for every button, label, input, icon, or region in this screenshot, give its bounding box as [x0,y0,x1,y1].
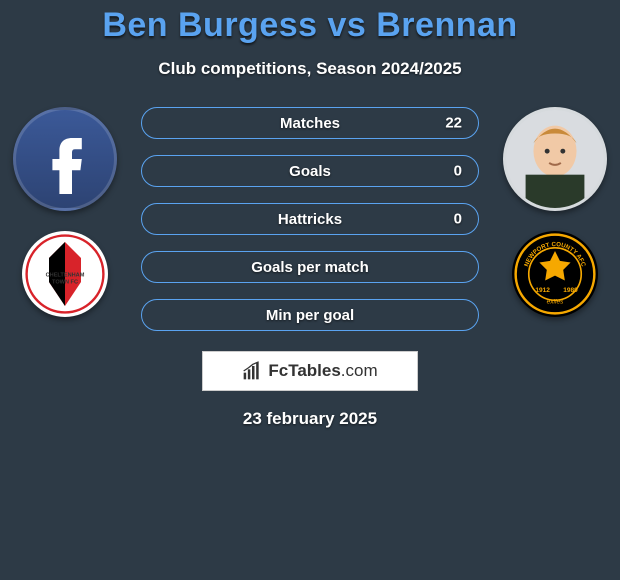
club-year-left: 1912 [535,287,550,294]
player-face-icon [506,107,604,211]
left-club-badge: CHELTENHAM TOWN FC [22,231,108,317]
left-player-avatar [13,107,117,211]
branding-text: FcTables.com [268,361,377,381]
club-nickname: exiles [547,299,564,306]
club-year-right: 1989 [563,287,578,294]
stats-column: Matches 22 Goals 0 Hattricks 0 Goals per… [128,107,492,391]
stat-row-goals: Goals 0 [141,155,479,187]
page-title: Ben Burgess vs Brennan [0,6,620,45]
svg-text:TOWN FC: TOWN FC [52,280,78,286]
stat-label: Hattricks [278,211,342,228]
stat-value-right: 0 [454,163,462,180]
stat-label: Goals per match [251,259,369,276]
right-column: NEWPORT COUNTY AFC 1912 1989 exiles [500,107,610,317]
date: 23 february 2025 [0,409,620,429]
content-row: CHELTENHAM TOWN FC Matches 22 Goals 0 Ha… [0,107,620,391]
right-player-avatar [503,107,607,211]
stat-value-right: 0 [454,211,462,228]
stat-value-right: 22 [445,115,462,132]
stat-row-min-per-goal: Min per goal [141,299,479,331]
right-club-badge: NEWPORT COUNTY AFC 1912 1989 exiles [512,231,598,317]
stat-row-goals-per-match: Goals per match [141,251,479,283]
facebook-icon [30,124,100,194]
stat-row-matches: Matches 22 [141,107,479,139]
subtitle: Club competitions, Season 2024/2025 [0,59,620,79]
stat-label: Goals [289,163,331,180]
cheltenham-badge-icon: CHELTENHAM TOWN FC [25,234,105,314]
left-column: CHELTENHAM TOWN FC [10,107,120,317]
branding-tld: .com [341,361,378,380]
branding-badge: FcTables.com [202,351,418,391]
chart-icon [242,361,262,381]
stat-label: Matches [280,115,340,132]
svg-text:CHELTENHAM: CHELTENHAM [46,272,85,278]
newport-badge-icon: NEWPORT COUNTY AFC 1912 1989 exiles [514,233,596,315]
stat-label: Min per goal [266,307,354,324]
comparison-card: Ben Burgess vs Brennan Club competitions… [0,0,620,429]
stat-row-hattricks: Hattricks 0 [141,203,479,235]
branding-site: FcTables [268,361,340,380]
